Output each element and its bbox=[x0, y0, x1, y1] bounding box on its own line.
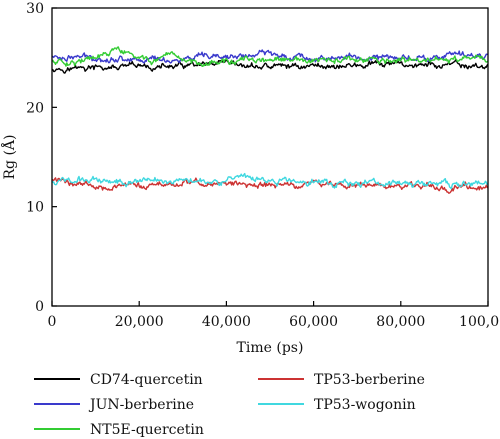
x-tick-label: 100,000 bbox=[459, 314, 500, 330]
ticks-layer: 0 20,000 40,000 60,000 80,000 100,000 0 10 20 30 bbox=[26, 1, 500, 330]
series-line-3 bbox=[51, 177, 489, 194]
x-tick-label: 40,000 bbox=[202, 314, 251, 330]
y-tick-label: 20 bbox=[26, 100, 44, 116]
y-tick-label: 0 bbox=[35, 299, 44, 315]
x-tick-label: 60,000 bbox=[289, 314, 338, 330]
legend: CD74-quercetin JUN-berberine NT5E-querceti… bbox=[34, 372, 425, 438]
series-layer bbox=[51, 46, 489, 194]
legend-label: CD74-quercetin bbox=[90, 372, 203, 388]
plot-frame bbox=[51, 7, 489, 307]
series-line-0 bbox=[51, 58, 489, 74]
y-axis-title: Rg (Å) bbox=[0, 135, 18, 180]
legend-label: TP53-wogonin bbox=[314, 397, 416, 413]
y-tick-label: 10 bbox=[26, 200, 44, 216]
y-tick-label: 30 bbox=[26, 1, 44, 17]
legend-label: JUN-berberine bbox=[88, 397, 194, 413]
axes-layer bbox=[51, 7, 489, 307]
x-tick-label: 80,000 bbox=[376, 314, 425, 330]
series-line-2 bbox=[51, 46, 489, 68]
x-tick-label: 0 bbox=[48, 314, 57, 330]
legend-label: TP53-berberine bbox=[314, 372, 425, 388]
x-tick-label: 20,000 bbox=[115, 314, 164, 330]
series-line-4 bbox=[51, 172, 489, 190]
legend-label: NT5E-quercetin bbox=[90, 422, 204, 438]
x-axis-title: Time (ps) bbox=[237, 340, 304, 356]
